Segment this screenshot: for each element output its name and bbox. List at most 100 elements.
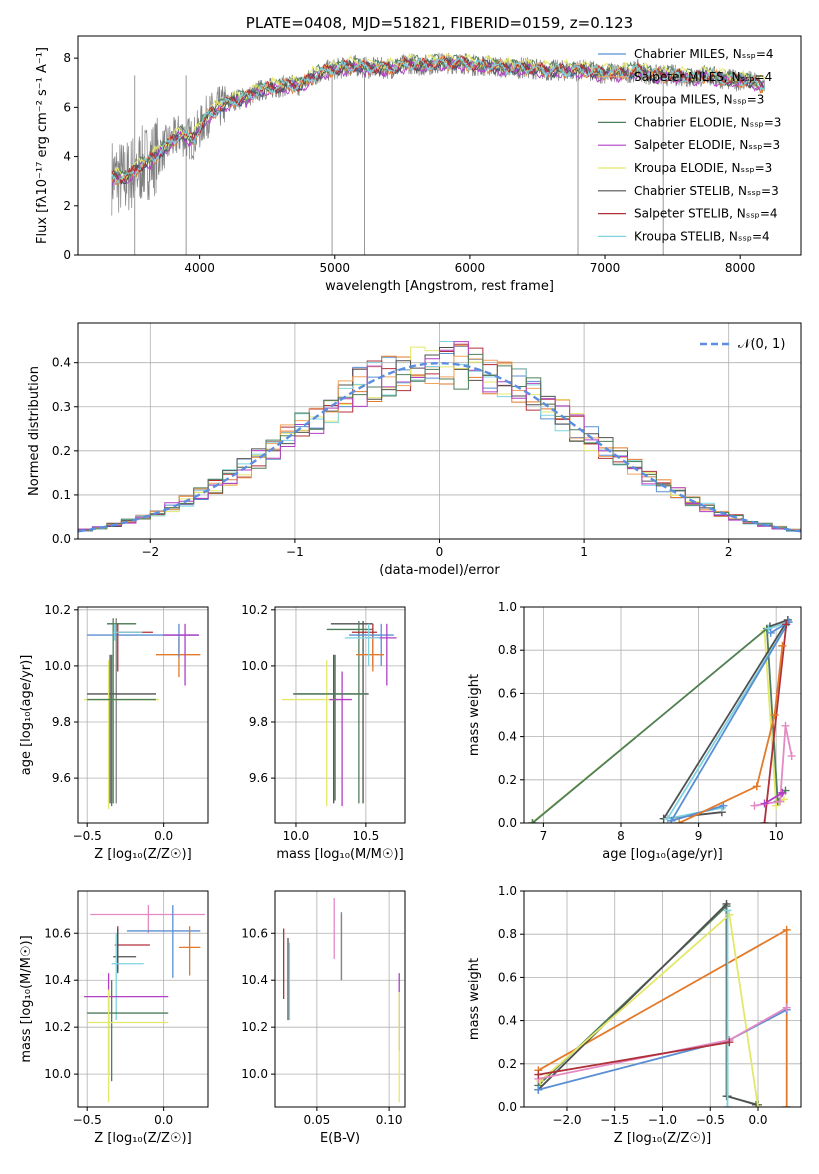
x-tick-label: −1 xyxy=(286,545,304,559)
y-tick-label: 0.3 xyxy=(52,400,71,414)
x-tick-label: 7000 xyxy=(590,261,621,275)
y-tick-label: 0.1 xyxy=(52,488,71,502)
axes-frame xyxy=(523,606,802,824)
x-tick-label: −0.5 xyxy=(73,829,102,843)
plus-marker xyxy=(528,819,537,823)
y-tick-label: 1.0 xyxy=(498,600,517,614)
plus-marker xyxy=(534,1070,543,1079)
x-tick-label: 5000 xyxy=(319,261,350,275)
plus-marker xyxy=(782,1103,791,1107)
plus-marker xyxy=(725,1038,734,1047)
plot-area xyxy=(111,52,765,255)
plus-marker xyxy=(752,1100,761,1107)
legend-entry: Chabrier STELIB, Nₛₛₚ=3 xyxy=(634,184,779,198)
x-tick-label: 4000 xyxy=(184,261,215,275)
y-tick-label: 9.8 xyxy=(52,715,71,729)
x-tick-label: 0.0 xyxy=(154,1113,173,1127)
panel-residuals: −2 −1 0 1 2 0.0 0.1 0.2 0.3 0.4 (data-model)/error… xyxy=(27,322,802,578)
x-tick-label: 10.0 xyxy=(283,829,310,843)
plot-area xyxy=(527,615,796,823)
x-axis-label: age [log₁₀(age/yr)] xyxy=(602,847,723,862)
y-tick-label: 6 xyxy=(63,100,71,114)
plus-marker xyxy=(527,819,536,823)
panel-age-vs-mass: 10.0 10.5 9.6 9.8 10.0 10.2 mass [log₁₀(M/M☉)] xyxy=(241,603,406,862)
axes-frame xyxy=(274,890,406,1108)
x-axis-label: Z [log₁₀(Z/Z☉)] xyxy=(94,847,191,862)
y-axis-label: age [log₁₀(age/yr)] xyxy=(19,655,34,776)
chart-title: PLATE=0408, MJD=51821, FIBERID=0159, z=0… xyxy=(246,14,633,32)
x-axis-label: wavelength [Angstrom, rest frame] xyxy=(325,279,554,294)
x-tick-label: 8000 xyxy=(725,261,756,275)
y-tick-label: 10.0 xyxy=(241,1067,268,1081)
panel-mass-weight-vs-age: 7 8 9 10 0.0 0.2 0.4 0.6 0.8 1.0 age [log₁₀(age/yr… xyxy=(467,600,802,862)
legend-entry: Kroupa MILES, Nₛₛₚ=3 xyxy=(634,93,764,107)
legend-entry: 𝒩(0, 1) xyxy=(738,337,785,352)
plus-marker xyxy=(764,624,773,633)
x-tick-label: −0.5 xyxy=(73,1113,102,1127)
plus-marker xyxy=(667,816,676,823)
plot-area xyxy=(283,898,400,1103)
y-tick-label: 0.6 xyxy=(498,686,517,700)
y-tick-label: 0.4 xyxy=(498,730,517,744)
y-tick-label: 0.0 xyxy=(498,1100,517,1114)
y-axis-label: Normed distribution xyxy=(27,366,42,496)
x-tick-label: 0.0 xyxy=(154,829,173,843)
axes-frame xyxy=(77,890,209,1108)
y-axis-label: Flux [fλ10⁻¹⁷ erg cm⁻² s⁻¹ A⁻¹] xyxy=(35,47,50,244)
plus-marker xyxy=(760,799,769,808)
y-tick-label: 0.4 xyxy=(52,356,71,370)
x-axis-label: Z [log₁₀(Z/Z☉)] xyxy=(94,1131,191,1146)
plus-marker xyxy=(782,1003,791,1012)
y-tick-label: 0 xyxy=(63,248,71,262)
y-axis-label: mass weight xyxy=(467,958,482,1040)
x-tick-label: 9 xyxy=(695,829,703,843)
x-tick-label: 0 xyxy=(436,545,444,559)
y-tick-label: 0.8 xyxy=(498,643,517,657)
y-tick-label: 0.0 xyxy=(498,816,517,830)
y-tick-label: 10.0 xyxy=(44,1067,71,1081)
x-axis-label: Z [log₁₀(Z/Z☉)] xyxy=(614,1131,711,1146)
panel-spectrum: 4000 5000 6000 7000 8000 0 2 4 6 8 wavelength [Ang… xyxy=(35,35,802,294)
y-tick-label: 0.2 xyxy=(498,773,517,787)
legend-entry: Kroupa STELIB, Nₛₛₚ=4 xyxy=(634,229,770,243)
y-tick-label: 0.6 xyxy=(498,970,517,984)
y-tick-label: 10.0 xyxy=(44,659,71,673)
y-tick-label: 10.6 xyxy=(241,926,268,940)
y-tick-label: 0.2 xyxy=(52,444,71,458)
plus-marker xyxy=(772,801,781,810)
y-tick-label: 10.6 xyxy=(44,926,71,940)
legend-entry: Kroupa ELODIE, Nₛₛₚ=3 xyxy=(634,161,772,175)
x-tick-label: 7 xyxy=(540,829,548,843)
axes-frame xyxy=(77,35,802,256)
x-tick-label: −2 xyxy=(141,545,159,559)
model-line-7 xyxy=(111,54,765,184)
x-tick-label: −1.0 xyxy=(648,1113,677,1127)
x-axis-label: (data-model)/error xyxy=(379,563,500,578)
x-tick-label: 10.5 xyxy=(353,829,380,843)
plus-marker xyxy=(722,899,731,908)
panel-age-vs-Z: −0.5 0.0 9.6 9.8 10.0 10.2 Z [log₁₀(Z/Z☉)] age … xyxy=(19,603,209,862)
y-tick-label: 10.2 xyxy=(44,1020,71,1034)
weight-line-6 xyxy=(678,645,784,823)
x-tick-label: 6000 xyxy=(455,261,486,275)
weight-line-7 xyxy=(538,1041,730,1076)
legend: Chabrier MILES, Nₛₛₚ=4 Salpeter MILES, Nₛ… xyxy=(598,47,781,243)
model-line-8 xyxy=(111,55,765,184)
x-tick-label: 0.0 xyxy=(748,1113,767,1127)
y-tick-label: 9.6 xyxy=(52,771,71,785)
plus-marker xyxy=(776,797,785,806)
y-axis-label: mass [log₁₀(M/M☉)] xyxy=(19,935,34,1062)
plus-marker xyxy=(782,925,791,934)
weight-line-5 xyxy=(763,624,788,823)
plus-marker xyxy=(778,788,787,797)
y-tick-label: 0.0 xyxy=(52,532,71,546)
y-tick-label: 2 xyxy=(63,199,71,213)
axes-frame xyxy=(274,606,406,824)
model-line-2 xyxy=(111,56,765,187)
y-tick-label: 1.0 xyxy=(498,884,517,898)
y-axis-label: mass weight xyxy=(467,674,482,756)
legend: 𝒩(0, 1) xyxy=(700,337,785,352)
y-tick-label: 0.2 xyxy=(498,1057,517,1071)
x-tick-label: −1.5 xyxy=(600,1113,629,1127)
